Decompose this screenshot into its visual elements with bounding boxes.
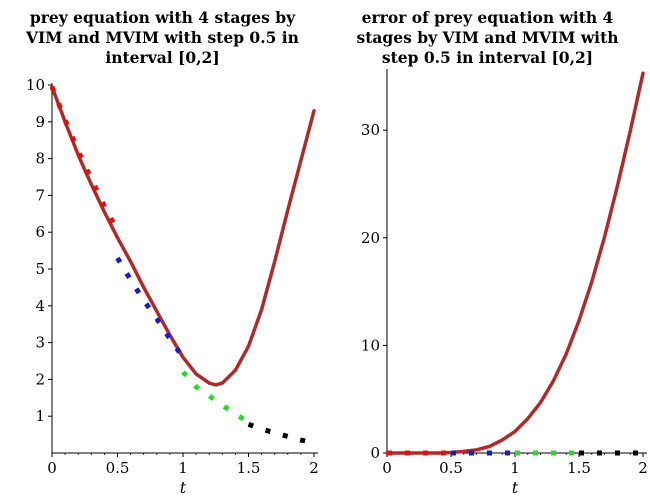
x-axis-label: t bbox=[512, 478, 519, 497]
x-tick-label: 1 bbox=[510, 459, 520, 477]
x-tick-label: 1.5 bbox=[237, 459, 261, 477]
y-tick-label: 2 bbox=[35, 370, 45, 388]
y-tick-label: 10 bbox=[361, 336, 380, 354]
chart-title-line: prey equation with 4 stages by bbox=[29, 8, 296, 27]
chart-title-line: error of prey equation with 4 bbox=[361, 8, 614, 27]
x-tick-label: 0 bbox=[47, 459, 57, 477]
x-tick-label: 1 bbox=[178, 459, 188, 477]
y-tick-label: 30 bbox=[361, 121, 380, 139]
chart-title: prey equation with 4 stages by VIM and M… bbox=[0, 8, 325, 68]
chart-title-line: VIM and MVIM with step 0.5 in bbox=[26, 28, 299, 47]
y-tick-label: 1 bbox=[35, 407, 45, 425]
chart-plot-prey: 0 0.5 1 1.5 2 1 2 3 4 5 6 7 8 9 10 t bbox=[26, 76, 319, 497]
y-tick-label: 7 bbox=[35, 186, 45, 204]
chart-panel-prey: prey equation with 4 stages by VIM and M… bbox=[0, 8, 325, 497]
x-tick-label: 0 bbox=[382, 459, 392, 477]
series-line-dotted bbox=[181, 370, 250, 424]
x-tick-label: 1.5 bbox=[567, 459, 591, 477]
y-tick-label: 4 bbox=[35, 297, 45, 315]
y-tick-label: 9 bbox=[35, 113, 45, 131]
series-line-dotted bbox=[115, 256, 186, 359]
chart-panel-error: error of prey equation with 4 stages by … bbox=[325, 0, 650, 499]
x-tick-label: 2 bbox=[309, 459, 319, 477]
chart-title-line: stages by VIM and MVIM with bbox=[356, 28, 619, 47]
x-tick-label: 0.5 bbox=[439, 459, 463, 477]
chart-title-line: step 0.5 in interval [0,2] bbox=[381, 48, 594, 67]
y-tick-label: 5 bbox=[35, 260, 45, 278]
x-tick-label: 0.5 bbox=[106, 459, 130, 477]
y-tick-label: 20 bbox=[361, 229, 380, 247]
y-tick-label: 10 bbox=[26, 76, 45, 94]
chart-title-line: interval [0,2] bbox=[105, 48, 220, 67]
y-tick-label: 3 bbox=[35, 334, 45, 352]
chart-title: error of prey equation with 4 stages by … bbox=[325, 8, 650, 68]
x-axis-label: t bbox=[180, 478, 187, 497]
x-tick-label: 2 bbox=[638, 459, 648, 477]
series-line-solid bbox=[385, 71, 645, 455]
series-line-solid bbox=[50, 85, 316, 387]
series-line-dotted bbox=[247, 421, 315, 446]
y-tick-label: 0 bbox=[370, 444, 380, 462]
y-tick-label: 8 bbox=[35, 150, 45, 168]
y-tick-label: 6 bbox=[35, 223, 45, 241]
